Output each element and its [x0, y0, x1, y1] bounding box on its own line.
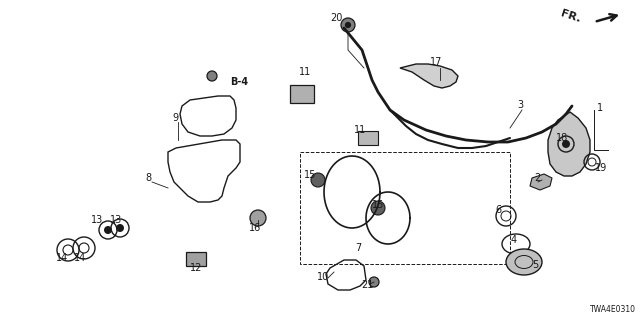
Polygon shape: [548, 112, 590, 176]
Text: 20: 20: [330, 13, 342, 23]
Text: 14: 14: [74, 253, 86, 263]
Text: 13: 13: [91, 215, 103, 225]
Text: 5: 5: [532, 260, 538, 270]
Circle shape: [371, 201, 385, 215]
Text: 16: 16: [249, 223, 261, 233]
Text: 21: 21: [361, 280, 373, 290]
Text: 17: 17: [430, 57, 442, 67]
Text: TWA4E0310: TWA4E0310: [590, 305, 636, 314]
Circle shape: [116, 224, 124, 232]
Text: 15: 15: [372, 200, 384, 210]
Bar: [300, 152, 510, 264]
Circle shape: [562, 140, 570, 148]
Text: 19: 19: [595, 163, 607, 173]
Circle shape: [104, 226, 112, 234]
Text: 12: 12: [190, 263, 202, 273]
Polygon shape: [530, 174, 552, 190]
Text: 1: 1: [597, 103, 603, 113]
Text: 3: 3: [517, 100, 523, 110]
Text: 18: 18: [556, 133, 568, 143]
Bar: [186, 252, 206, 266]
Text: 8: 8: [145, 173, 151, 183]
Text: 15: 15: [304, 170, 316, 180]
Text: 4: 4: [511, 235, 517, 245]
Circle shape: [311, 173, 325, 187]
Circle shape: [250, 210, 266, 226]
Text: FR.: FR.: [559, 8, 582, 24]
Circle shape: [207, 71, 217, 81]
Circle shape: [345, 22, 351, 28]
Text: 11: 11: [299, 67, 311, 77]
Text: B-4: B-4: [230, 77, 248, 87]
Circle shape: [369, 277, 379, 287]
Text: 13: 13: [110, 215, 122, 225]
Bar: [358, 131, 378, 145]
Circle shape: [341, 18, 355, 32]
Text: 6: 6: [495, 205, 501, 215]
Text: 2: 2: [534, 173, 540, 183]
Bar: [290, 85, 314, 103]
Ellipse shape: [506, 249, 542, 275]
Text: 10: 10: [317, 272, 329, 282]
Text: 14: 14: [56, 253, 68, 263]
Polygon shape: [400, 64, 458, 88]
Text: 9: 9: [172, 113, 178, 123]
Text: 7: 7: [355, 243, 361, 253]
Text: 11: 11: [354, 125, 366, 135]
